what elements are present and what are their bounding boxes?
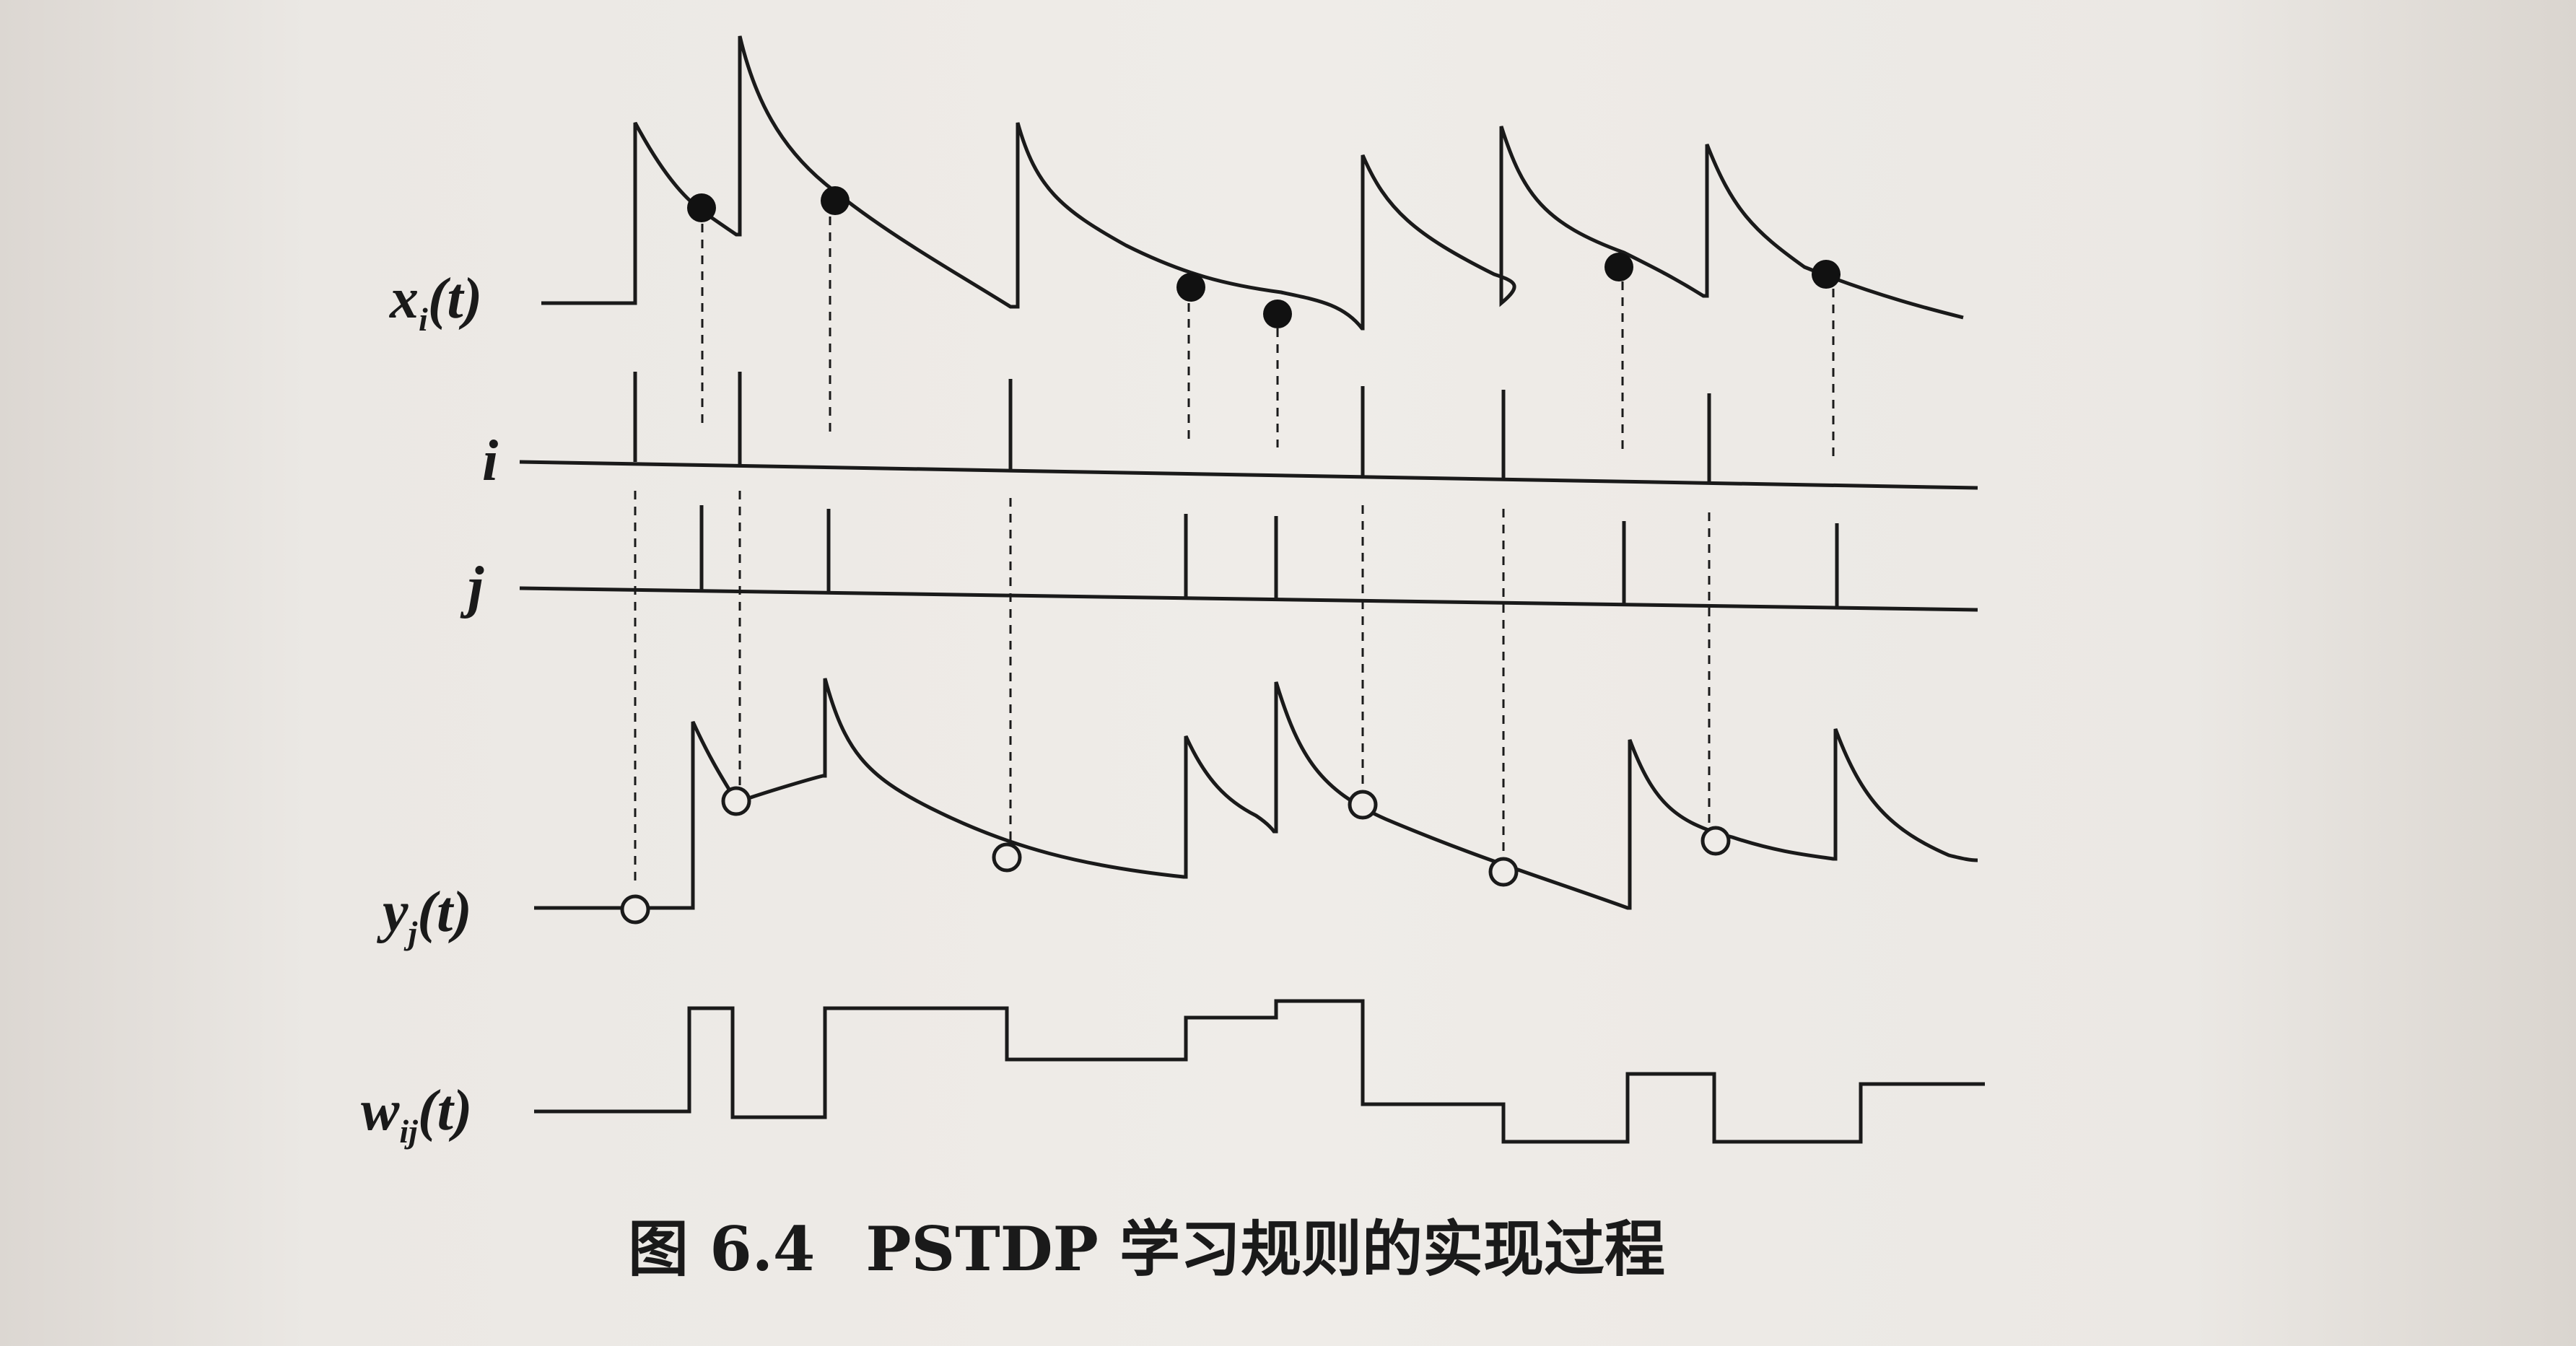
yj-trace <box>534 678 1978 910</box>
xi-label: xi(t) <box>389 267 482 338</box>
j-baseline <box>519 586 1978 612</box>
xi-dot <box>1604 253 1633 281</box>
yj-dot <box>1488 857 1519 887</box>
xi-trace <box>541 35 1964 331</box>
i-label: i <box>482 429 498 493</box>
xi-dot <box>821 186 850 215</box>
xi-dot <box>1176 273 1205 302</box>
xi-dot <box>1263 300 1292 328</box>
yj-dot <box>620 894 650 925</box>
yj-dot <box>992 842 1022 873</box>
i-baseline <box>519 460 1978 490</box>
yj-dot <box>721 786 751 816</box>
xi-dot <box>687 193 716 222</box>
wij-trace <box>534 999 1985 1144</box>
figure-caption: 图 6.4 PSTDP 学习规则的实现过程 <box>628 1213 1665 1285</box>
yj-dot <box>1348 790 1378 820</box>
yj-label: yj(t) <box>376 880 472 951</box>
caption-title: PSTDP 学习规则的实现过程 <box>865 1213 1665 1285</box>
xi-dot <box>1812 260 1841 289</box>
yj-dot <box>1700 826 1731 856</box>
caption-number: 图 6.4 <box>628 1213 815 1285</box>
wij-label: wij(t) <box>361 1079 472 1150</box>
j-label: j <box>460 556 484 619</box>
